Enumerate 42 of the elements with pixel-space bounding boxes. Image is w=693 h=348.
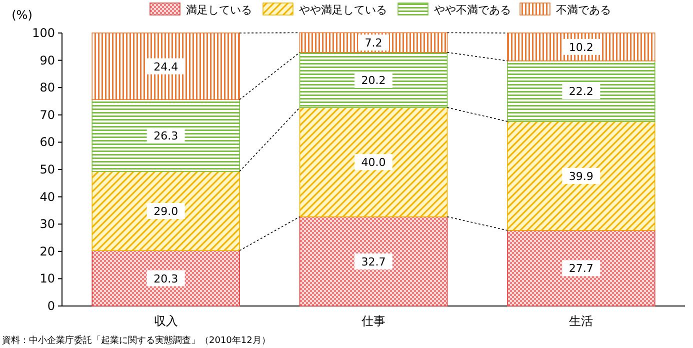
legend-label: やや満足している	[299, 4, 387, 16]
y-tick-label: 100	[32, 26, 55, 40]
text: 資料：中小企業庁委託「起業に関する実態調査」（2010年12月）	[2, 335, 270, 346]
bar	[92, 171, 240, 251]
data-label: 40.0	[361, 156, 386, 170]
legend-label: 満足している	[186, 4, 252, 16]
legend-label: 不満である	[556, 4, 611, 16]
x-tick-label: 仕事	[360, 314, 386, 328]
y-tick-label: 10	[40, 272, 55, 286]
y-tick-label: 30	[40, 217, 55, 232]
bar	[507, 60, 656, 122]
y-tick-label: 90	[40, 53, 55, 68]
y-tick-label: 0	[47, 299, 55, 313]
x-tick-label: 生活	[569, 314, 594, 328]
y-tick-label: 70	[40, 108, 55, 122]
bar	[299, 52, 448, 108]
y-tick-label: 80	[40, 80, 55, 95]
data-label: 7.2	[364, 36, 382, 50]
bar	[92, 32, 240, 100]
bar	[92, 99, 240, 172]
data-label: 27.7	[568, 262, 594, 276]
y-tick-label: 40	[40, 190, 55, 204]
data-label: 20.3	[154, 272, 178, 286]
data-label: 20.2	[361, 74, 386, 87]
y-axis-title: (%)	[12, 8, 32, 22]
bar	[507, 121, 656, 231]
data-label: 22.2	[568, 85, 594, 98]
x-tick-label: 収入	[154, 314, 178, 328]
data-label: 32.7	[361, 255, 386, 268]
data-label: 29.0	[154, 204, 178, 218]
legend-label: やや不満である	[434, 4, 511, 16]
bar	[92, 250, 240, 306]
bar	[507, 230, 656, 306]
data-label: 24.4	[154, 60, 178, 74]
data-label: 10.2	[568, 40, 594, 54]
y-tick-label: 50	[40, 162, 55, 176]
bar	[299, 216, 448, 306]
bar	[299, 107, 448, 218]
data-label: 39.9	[568, 170, 594, 183]
y-tick-label: 20	[40, 244, 55, 258]
data-label: 26.3	[154, 130, 178, 143]
y-tick-label: 60	[40, 135, 55, 150]
